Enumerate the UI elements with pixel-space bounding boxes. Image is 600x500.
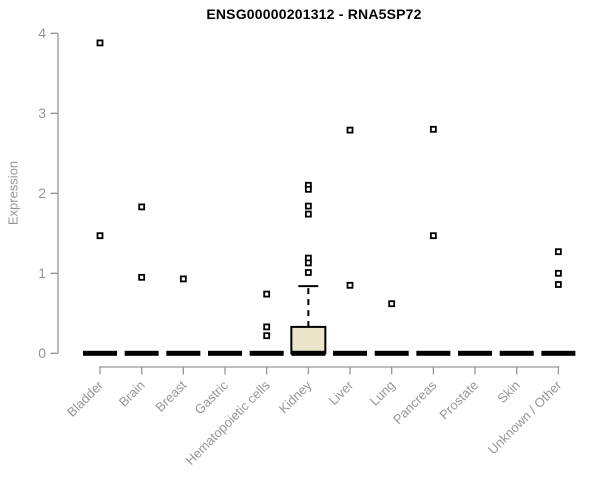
outlier-point [179,275,187,283]
outlier-point [554,281,562,288]
outlier-point [304,269,312,276]
boxplot-skin [499,350,534,356]
boxplot-kidney [290,181,327,356]
outlier-point [554,248,562,256]
outlier-point [429,232,437,240]
outlier-point [346,126,354,134]
y-tick-label: 4 [38,25,46,41]
iqr-box [290,325,327,355]
median-bar [499,350,534,356]
outlier-point [263,332,271,340]
median-bar [416,350,451,356]
boxplot-lung [374,300,409,356]
x-tick-label: Bladder [64,377,107,420]
outlier-point [304,259,312,267]
boxplot-brain [124,203,159,356]
median-bar [249,350,284,356]
x-tick-label: Kidney [276,377,315,416]
outlier-point [554,269,562,277]
chart-title: ENSG00000201312 - RNA5SP72 [206,6,422,22]
outlier-point [138,273,146,281]
x-tick-label: Breast [152,377,189,414]
boxplot-hematopoietic-cells [249,290,284,356]
boxplot-breast [166,275,201,356]
median-bar [166,350,201,356]
median-bar [83,350,117,356]
boxplot-pancreas [416,125,451,356]
x-tick-label: Brain [116,378,148,410]
boxplot-gastric [208,350,243,356]
x-tick-label: Lung [367,378,398,409]
boxplot-bladder [83,39,117,356]
outlier-point [304,202,312,210]
outlier-point [263,323,271,331]
x-tick-label: Unknown / Other [485,377,565,457]
outlier-point [304,210,312,218]
x-tick-label: Skin [494,378,522,406]
median-bar [458,350,493,356]
median-bar [208,350,243,356]
outlier-point [263,290,271,298]
y-tick-label: 2 [38,185,46,201]
x-tick-label: Prostate [436,378,481,423]
boxplot-liver [333,126,368,356]
y-tick-label: 1 [38,265,46,281]
median-bar [541,350,576,356]
x-tick-label: Liver [326,377,357,408]
x-tick-label: Pancreas [390,377,440,427]
outlier-point [304,185,312,193]
median-bar [124,350,159,356]
x-tick-label: Gastric [191,377,231,417]
outlier-point [346,281,354,289]
outlier-point [138,203,146,211]
outlier-point [96,232,104,240]
outlier-point [96,39,104,47]
y-axis: 0 1 2 3 4 [38,25,59,361]
median-bar [374,350,409,356]
median-bar [333,350,368,356]
outlier-point [429,125,437,133]
median-bar [291,350,326,356]
outlier-point [388,300,396,308]
boxplot-prostate [458,350,493,356]
y-tick-label: 3 [38,105,46,121]
boxplot-unknown-other [541,248,576,356]
y-tick-label: 0 [38,345,46,361]
